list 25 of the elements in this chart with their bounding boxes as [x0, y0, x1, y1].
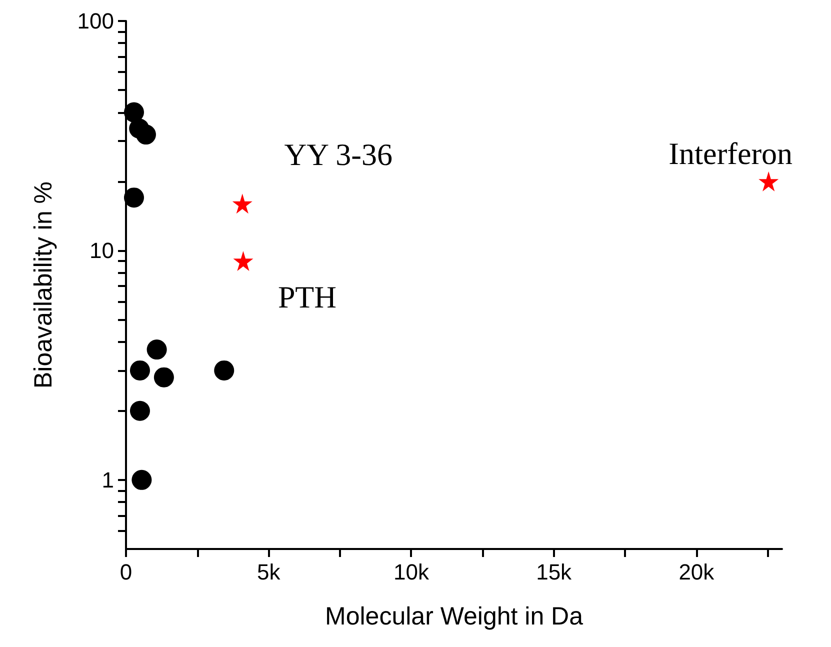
- x-tick-label: 0: [120, 560, 132, 584]
- point: [132, 470, 152, 490]
- point: [124, 188, 144, 208]
- x-tick-label: 10k: [393, 560, 430, 584]
- y-axis-title: Bioavailability in %: [30, 181, 58, 389]
- point: [136, 124, 156, 145]
- y-tick-label: 100: [77, 8, 114, 34]
- x-axis-title: Molecular Weight in Da: [325, 602, 584, 630]
- point: [758, 171, 779, 192]
- point: [130, 400, 150, 421]
- y-tick-label: 1: [102, 467, 114, 492]
- x-tick-label: 5k: [256, 560, 282, 584]
- x-tick-label: 20k: [678, 560, 716, 584]
- x-tick-label: 15k: [536, 560, 573, 584]
- y-tick-label: 10: [90, 238, 114, 263]
- point: [146, 340, 167, 360]
- point: [124, 102, 144, 122]
- point: [130, 360, 150, 380]
- annotation: YY 3-36: [284, 137, 392, 172]
- point: [233, 250, 254, 271]
- point: [154, 367, 174, 388]
- point: [232, 194, 252, 214]
- point: [214, 360, 234, 380]
- annotation: PTH: [278, 279, 337, 314]
- annotation: Interferon: [668, 136, 794, 171]
